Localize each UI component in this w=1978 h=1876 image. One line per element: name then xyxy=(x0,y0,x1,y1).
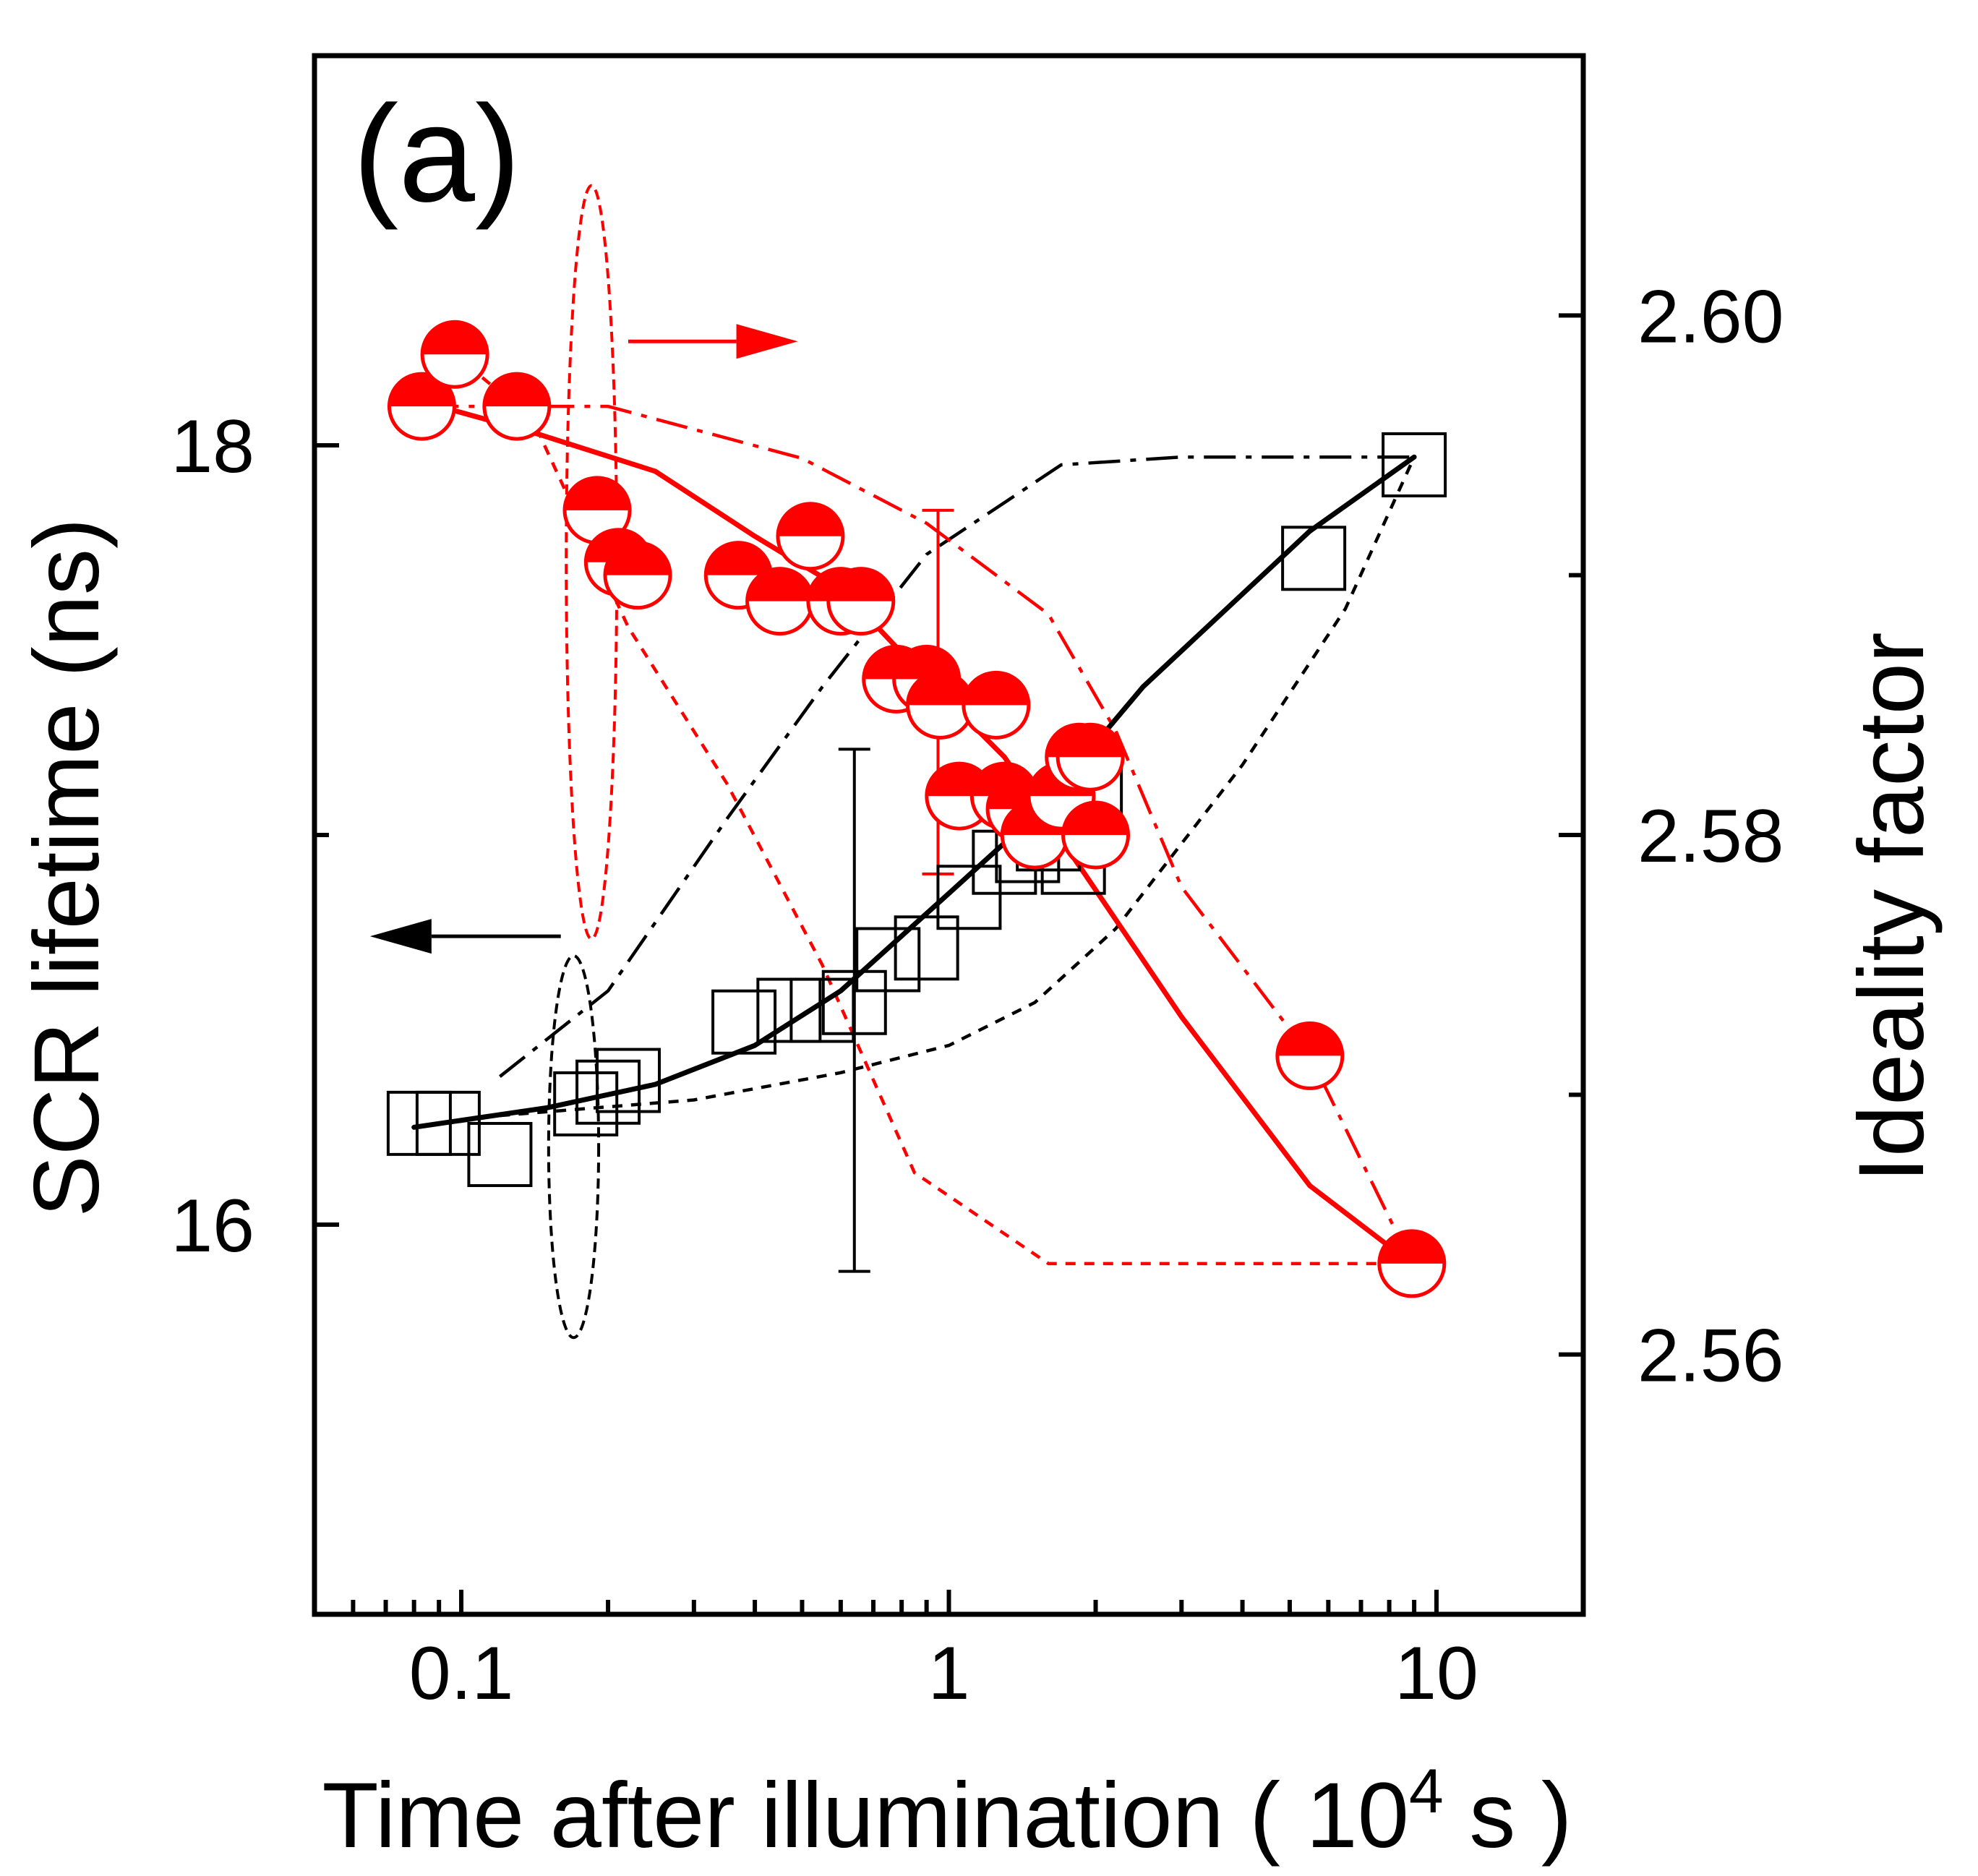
y-axis-right-title: Ideality factor xyxy=(1840,632,1943,1182)
ideality-marker xyxy=(603,541,672,610)
ideality-marker-fill xyxy=(422,322,488,355)
ideality-marker xyxy=(387,372,456,441)
lifetime-marker xyxy=(711,989,777,1055)
ideality-marker-fill xyxy=(706,542,771,575)
ideality-marker xyxy=(420,320,489,389)
ideality-marker-fill xyxy=(828,568,894,601)
ideality-marker-fill xyxy=(747,568,813,601)
ideality-marker-fill xyxy=(777,503,843,536)
lifetime-marker xyxy=(855,927,921,993)
lifetime-marker xyxy=(1281,526,1347,591)
axis-ticks xyxy=(312,313,1585,1614)
ideality-marker-fill xyxy=(1058,724,1123,758)
y-left-tick-label: 16 xyxy=(171,1184,254,1268)
lifetime-band-lower xyxy=(500,456,1416,1118)
ideality-marker-fill xyxy=(907,672,973,706)
ideality-marker-fill xyxy=(963,672,1029,706)
ideality-marker xyxy=(962,670,1031,740)
x-tick-label: 1 xyxy=(928,1632,970,1716)
panel-label: (a) xyxy=(353,77,521,231)
ideality-marker-fill xyxy=(605,542,671,575)
ideality-axis-arrow-head xyxy=(736,324,798,359)
ideality-band-upper xyxy=(427,404,1413,1264)
x-tick-label: 0.1 xyxy=(409,1632,514,1716)
y-axis-left-title: SCR lifetime (ns) xyxy=(15,518,119,1217)
lifetime-marker xyxy=(756,977,822,1043)
ideality-marker xyxy=(906,670,975,740)
lifetime-marker xyxy=(821,969,887,1035)
ideality-marker-fill xyxy=(484,374,549,407)
lifetime-marker xyxy=(467,1121,533,1187)
ideality-marker xyxy=(1061,800,1131,870)
ideality-marker xyxy=(482,372,552,441)
y-right-tick-label: 2.60 xyxy=(1637,275,1784,359)
y-left-tick-label: 18 xyxy=(171,405,254,489)
lifetime-marker xyxy=(575,1059,641,1125)
ideality-marker-fill xyxy=(1277,1023,1343,1056)
ideality-marker-fill xyxy=(1063,802,1129,835)
lifetime-marker xyxy=(936,865,1002,930)
plot-frame xyxy=(312,53,1586,1617)
x-axis-title: Time after illumination ( 104 s ) xyxy=(322,1757,1572,1867)
ideality-marker xyxy=(1275,1021,1345,1090)
lifetime-marker xyxy=(894,915,959,981)
ideality-marker xyxy=(1377,1229,1447,1298)
lifetime-marker xyxy=(1382,432,1447,497)
ideality-band-lower xyxy=(437,340,1412,1266)
lifetime-marker xyxy=(595,1048,661,1113)
tick-labels: 0.1 1 10 16 18 2.56 2.58 2.60 xyxy=(171,275,1784,1716)
lifetime-marker xyxy=(553,1071,619,1136)
ideality-marker-fill xyxy=(1379,1230,1444,1264)
ideality-marker-fill xyxy=(565,477,630,510)
ideality-marker xyxy=(703,541,773,610)
lifetime-axis-arrow-head xyxy=(369,919,432,954)
y-right-tick-label: 2.58 xyxy=(1637,794,1784,878)
ideality-marker xyxy=(745,567,815,636)
x-tick-label: 10 xyxy=(1395,1632,1478,1716)
ideality-marker xyxy=(1056,722,1125,792)
data-points xyxy=(386,320,1447,1298)
lifetime-group-ellipse xyxy=(547,954,601,1340)
ideality-marker xyxy=(826,567,896,636)
ideality-marker xyxy=(776,502,845,571)
y-right-tick-label: 2.56 xyxy=(1637,1314,1784,1398)
